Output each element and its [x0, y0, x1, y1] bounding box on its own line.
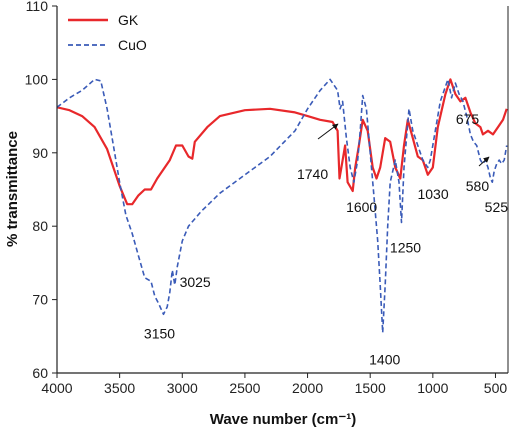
- peak-label-525: 525: [485, 199, 509, 215]
- peak-label-3025: 3025: [180, 274, 211, 290]
- peak-label-1030: 1030: [417, 186, 448, 202]
- y-axis-title: % transmittance: [4, 131, 21, 247]
- y-tick-label: 80: [32, 218, 48, 234]
- x-axis-title: Wave number (cm⁻¹): [210, 411, 357, 428]
- x-tick-label: 1000: [417, 380, 448, 396]
- peak-label-1250: 1250: [390, 240, 421, 256]
- peak-label-1400: 1400: [369, 352, 400, 368]
- y-tick-label: 60: [32, 365, 48, 381]
- legend-label-gk: GK: [118, 12, 139, 28]
- tick-labels: 4000 3500 3000 2500 2000 1500 1000 500 60 70 80 90 1…: [25, 0, 508, 396]
- x-tick-label: 500: [484, 380, 508, 396]
- x-tick-label: 1500: [355, 380, 386, 396]
- legend: GK CuO: [68, 12, 147, 53]
- x-tick-label: 3000: [167, 380, 198, 396]
- peak-label-675: 675: [456, 111, 480, 127]
- peak-annotations: 3150 3025 1740 1600 1400 1250 1030 675 580 525: [144, 111, 508, 368]
- x-tick-label: 3500: [104, 380, 135, 396]
- series-line-gk: [57, 78, 508, 206]
- arrow-580: [478, 156, 490, 167]
- y-tick-label: 100: [25, 71, 49, 87]
- peak-label-1600: 1600: [346, 199, 377, 215]
- axes: [52, 5, 509, 378]
- y-tick-label: 90: [32, 145, 48, 161]
- peak-label-1740: 1740: [297, 166, 328, 182]
- arrow-1740: [317, 123, 339, 140]
- y-tick-label: 110: [26, 0, 49, 14]
- y-tick-label: 70: [32, 292, 48, 308]
- x-tick-label: 2000: [292, 380, 323, 396]
- peak-label-580: 580: [466, 178, 490, 194]
- series-layer: [57, 78, 508, 334]
- legend-label-cuo: CuO: [118, 37, 147, 53]
- peak-label-3150: 3150: [144, 325, 175, 341]
- series-line-cuo: [57, 78, 508, 334]
- x-tick-label: 2500: [229, 380, 260, 396]
- x-tick-label: 4000: [41, 380, 72, 396]
